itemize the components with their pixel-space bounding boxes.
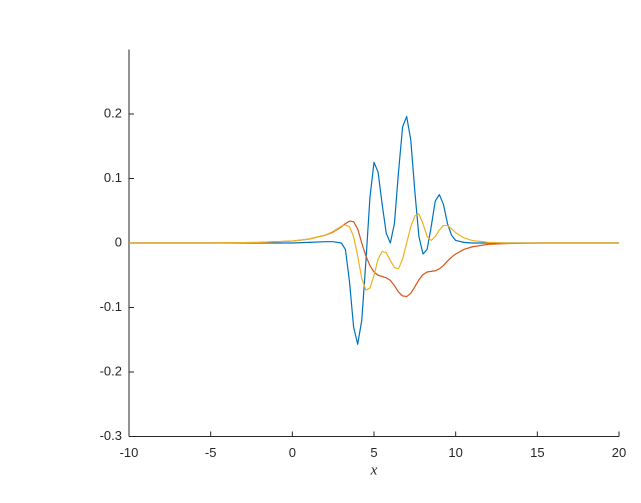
y-tick-label: -0.3 — [100, 428, 122, 443]
data-line — [129, 213, 619, 291]
x-tick-label: 15 — [530, 445, 544, 460]
x-axis-label: x — [370, 462, 378, 478]
x-tick-label: 5 — [370, 445, 377, 460]
x-tick-label: -5 — [205, 445, 217, 460]
y-tick-label: -0.1 — [100, 299, 122, 314]
y-tick-label: -0.2 — [100, 363, 122, 378]
data-line — [129, 115, 619, 345]
x-tick-label: 0 — [289, 445, 296, 460]
data-line — [129, 220, 619, 298]
x-tick-label: -10 — [120, 445, 139, 460]
x-tick-label: 20 — [612, 445, 626, 460]
x-tick-label: 10 — [448, 445, 462, 460]
y-tick-label: 0.1 — [104, 170, 122, 185]
y-tick-label: 0 — [115, 234, 122, 249]
y-tick-label: 0.2 — [104, 105, 122, 120]
